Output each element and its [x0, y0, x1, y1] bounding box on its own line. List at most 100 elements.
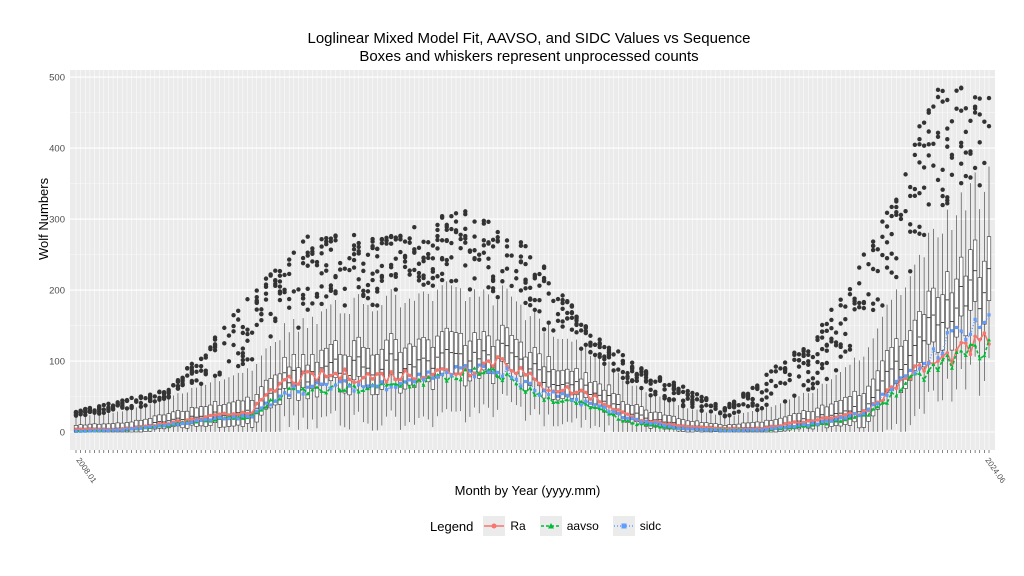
point-sidc [857, 413, 861, 418]
outlier-point [273, 281, 278, 287]
outlier-point [351, 265, 357, 270]
point-ra [310, 371, 315, 376]
outlier-point [745, 404, 751, 409]
outlier-point [249, 357, 255, 362]
outlier-point [231, 312, 236, 318]
point-ra [945, 351, 950, 355]
point-sidc [927, 361, 931, 366]
outlier-point [806, 378, 811, 384]
outlier-point [750, 401, 755, 406]
outlier-point [870, 239, 876, 244]
outlier-point [690, 390, 695, 396]
outlier-point [908, 229, 913, 234]
outlier-point [189, 361, 195, 367]
point-sidc [273, 399, 277, 403]
point-aavso [885, 401, 890, 405]
outlier-point [189, 365, 195, 370]
outlier-point [565, 299, 570, 305]
outlier-point [597, 337, 602, 342]
point-sidc [709, 428, 713, 432]
outlier-point [458, 245, 463, 251]
point-sidc [579, 403, 583, 407]
point-aavso [579, 399, 584, 404]
outlier-point [356, 277, 361, 282]
outlier-point [764, 388, 769, 393]
outlier-point [750, 397, 755, 402]
outlier-point [685, 396, 690, 401]
outlier-point [379, 240, 385, 246]
point-sidc [862, 412, 866, 416]
outlier-point [245, 331, 250, 337]
point-aavso [291, 386, 296, 391]
point-sidc [561, 392, 565, 396]
outlier-point [101, 407, 107, 412]
outlier-point [945, 195, 950, 200]
outlier-point [986, 123, 992, 129]
point-ra [380, 371, 384, 376]
point-sidc [941, 351, 945, 355]
point-aavso [908, 374, 913, 379]
point-ra [885, 388, 889, 392]
outlier-point [435, 227, 440, 233]
point-ra [366, 371, 370, 376]
outlier-point [518, 240, 524, 245]
point-sidc [593, 403, 597, 407]
outlier-point [189, 380, 195, 385]
outlier-point [365, 289, 371, 294]
outlier-point [940, 193, 945, 199]
outlier-point [430, 243, 436, 248]
outlier-point [365, 295, 371, 301]
point-sidc [264, 401, 268, 405]
outlier-point [880, 219, 885, 224]
outlier-point [810, 354, 816, 360]
outlier-point [236, 308, 241, 314]
outlier-point [704, 397, 709, 402]
outlier-point [824, 342, 829, 348]
outlier-point [231, 329, 236, 334]
outlier-point [481, 250, 487, 255]
outlier-point [894, 212, 899, 218]
outlier-point [375, 269, 380, 274]
outlier-point [240, 346, 246, 351]
point-sidc [139, 426, 143, 430]
outlier-point [782, 366, 788, 371]
point-ra [389, 370, 393, 374]
outlier-point [444, 261, 449, 267]
outlier-point [430, 276, 436, 281]
outlier-point [439, 213, 445, 219]
point-aavso [597, 406, 602, 411]
point-ra [787, 421, 792, 425]
outlier-point [370, 277, 375, 283]
point-sidc [514, 377, 518, 381]
outlier-point [421, 255, 426, 260]
outlier-point [731, 402, 737, 407]
outlier-point [560, 293, 565, 298]
point-aavso [963, 353, 968, 357]
outlier-point [398, 249, 403, 255]
outlier-point [375, 289, 380, 294]
point-sidc [213, 416, 217, 420]
outlier-point [894, 197, 899, 202]
point-sidc [440, 372, 444, 376]
point-sidc [760, 428, 764, 432]
outlier-point [212, 337, 218, 342]
point-aavso [866, 413, 871, 417]
outlier-point [463, 211, 468, 217]
point-aavso [268, 397, 273, 402]
outlier-point [611, 352, 616, 357]
outlier-point [708, 403, 714, 408]
outlier-point [541, 265, 547, 271]
outlier-point [977, 140, 982, 145]
point-sidc [315, 381, 319, 385]
outlier-point [426, 280, 431, 286]
point-ra [407, 373, 412, 378]
point-aavso [338, 388, 343, 393]
point-sidc [162, 424, 166, 428]
point-aavso [472, 366, 477, 370]
outlier-point [921, 165, 927, 170]
outlier-point [134, 398, 139, 403]
outlier-point [676, 390, 681, 396]
outlier-point [963, 173, 969, 179]
outlier-point [486, 285, 491, 290]
outlier-point [514, 268, 519, 274]
